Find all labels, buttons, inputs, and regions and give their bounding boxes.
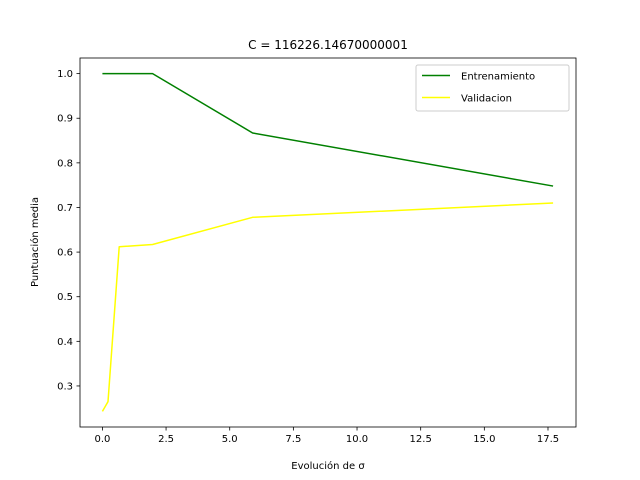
y-axis-label: Puntuación media: [29, 197, 41, 287]
x-tick-label: 10.0: [346, 434, 368, 445]
y-tick-label: 1.0: [57, 69, 73, 80]
y-tick-label: 0.3: [57, 381, 73, 392]
x-tick-label: 15.0: [473, 434, 495, 445]
legend-label-entrenamiento: Entrenamiento: [461, 72, 535, 83]
axes-frame: [79, 57, 577, 428]
y-tick-label: 0.5: [57, 292, 73, 303]
y-tick-label: 0.7: [57, 203, 73, 214]
legend-label-validacion: Validacion: [461, 94, 512, 105]
plot-area: 0.0 2.5 5.0 7.5 10.0 12.5 15.0 17.5 0.3 0.4 0.5 0.6…: [57, 57, 577, 445]
y-tick-label: 0.8: [57, 158, 73, 169]
x-tick-label: 2.5: [158, 434, 174, 445]
x-tick-label: 5.0: [222, 434, 238, 445]
x-tick-label: 17.5: [537, 434, 559, 445]
x-axis-label: Evolución de σ: [291, 460, 365, 472]
series-line-validacion: [101, 202, 554, 412]
x-tick-label: 12.5: [410, 434, 432, 445]
legend-box: [415, 64, 570, 112]
y-tick-label: 0.6: [57, 248, 73, 259]
y-tick-label: 0.4: [57, 337, 73, 348]
y-tick-label: 0.9: [57, 114, 73, 125]
chart-title: C = 116226.14670000001: [248, 38, 408, 52]
x-tick-label: 0.0: [94, 434, 110, 445]
series-line-entrenamiento: [102, 72, 554, 187]
legend: Entrenamiento Validacion: [415, 64, 570, 112]
x-tick-label: 7.5: [285, 434, 301, 445]
